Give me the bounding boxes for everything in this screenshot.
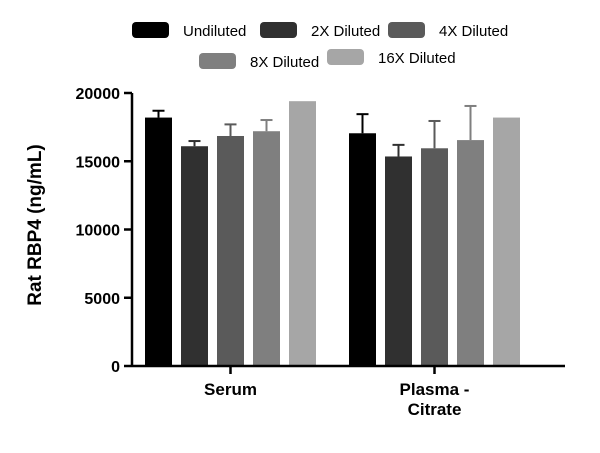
bar: [181, 146, 208, 366]
bars: [145, 101, 520, 366]
legend-swatch: [260, 22, 297, 38]
legend-label: Undiluted: [183, 23, 246, 40]
bar: [349, 133, 376, 366]
legend-label: 4X Diluted: [439, 23, 508, 40]
y-tick-label: 0: [111, 359, 120, 376]
legend: Undiluted 2X Diluted 4X Diluted 8X Diluted 1…: [132, 22, 508, 71]
bar: [421, 148, 448, 366]
x-category-label: Plasma -: [400, 380, 470, 399]
y-axis-label: Rat RBP4 (ng/mL): [25, 144, 46, 306]
bar: [457, 140, 484, 366]
legend-label: 8X Diluted: [250, 54, 319, 71]
y-tick-label: 20000: [76, 86, 121, 103]
x-axis: Serum Plasma -Citrate: [132, 364, 565, 419]
x-category-label: Serum: [204, 380, 257, 399]
legend-swatch: [327, 49, 364, 65]
x-category-label: Citrate: [408, 400, 462, 419]
bar: [253, 131, 280, 366]
bar: [145, 117, 172, 366]
y-tick-label: 5000: [84, 291, 120, 308]
legend-swatch: [132, 22, 169, 38]
bar: [385, 156, 412, 366]
y-axis: 0 5000 10000 15000 20000: [76, 86, 134, 376]
legend-label: 2X Diluted: [311, 23, 380, 40]
legend-label: 16X Diluted: [378, 50, 456, 67]
bar: [493, 117, 520, 366]
y-tick-label: 15000: [76, 154, 121, 171]
bar: [217, 135, 244, 366]
y-tick-label: 10000: [76, 223, 121, 240]
bar: [289, 101, 316, 366]
legend-swatch: [199, 53, 236, 69]
legend-swatch: [388, 22, 425, 38]
